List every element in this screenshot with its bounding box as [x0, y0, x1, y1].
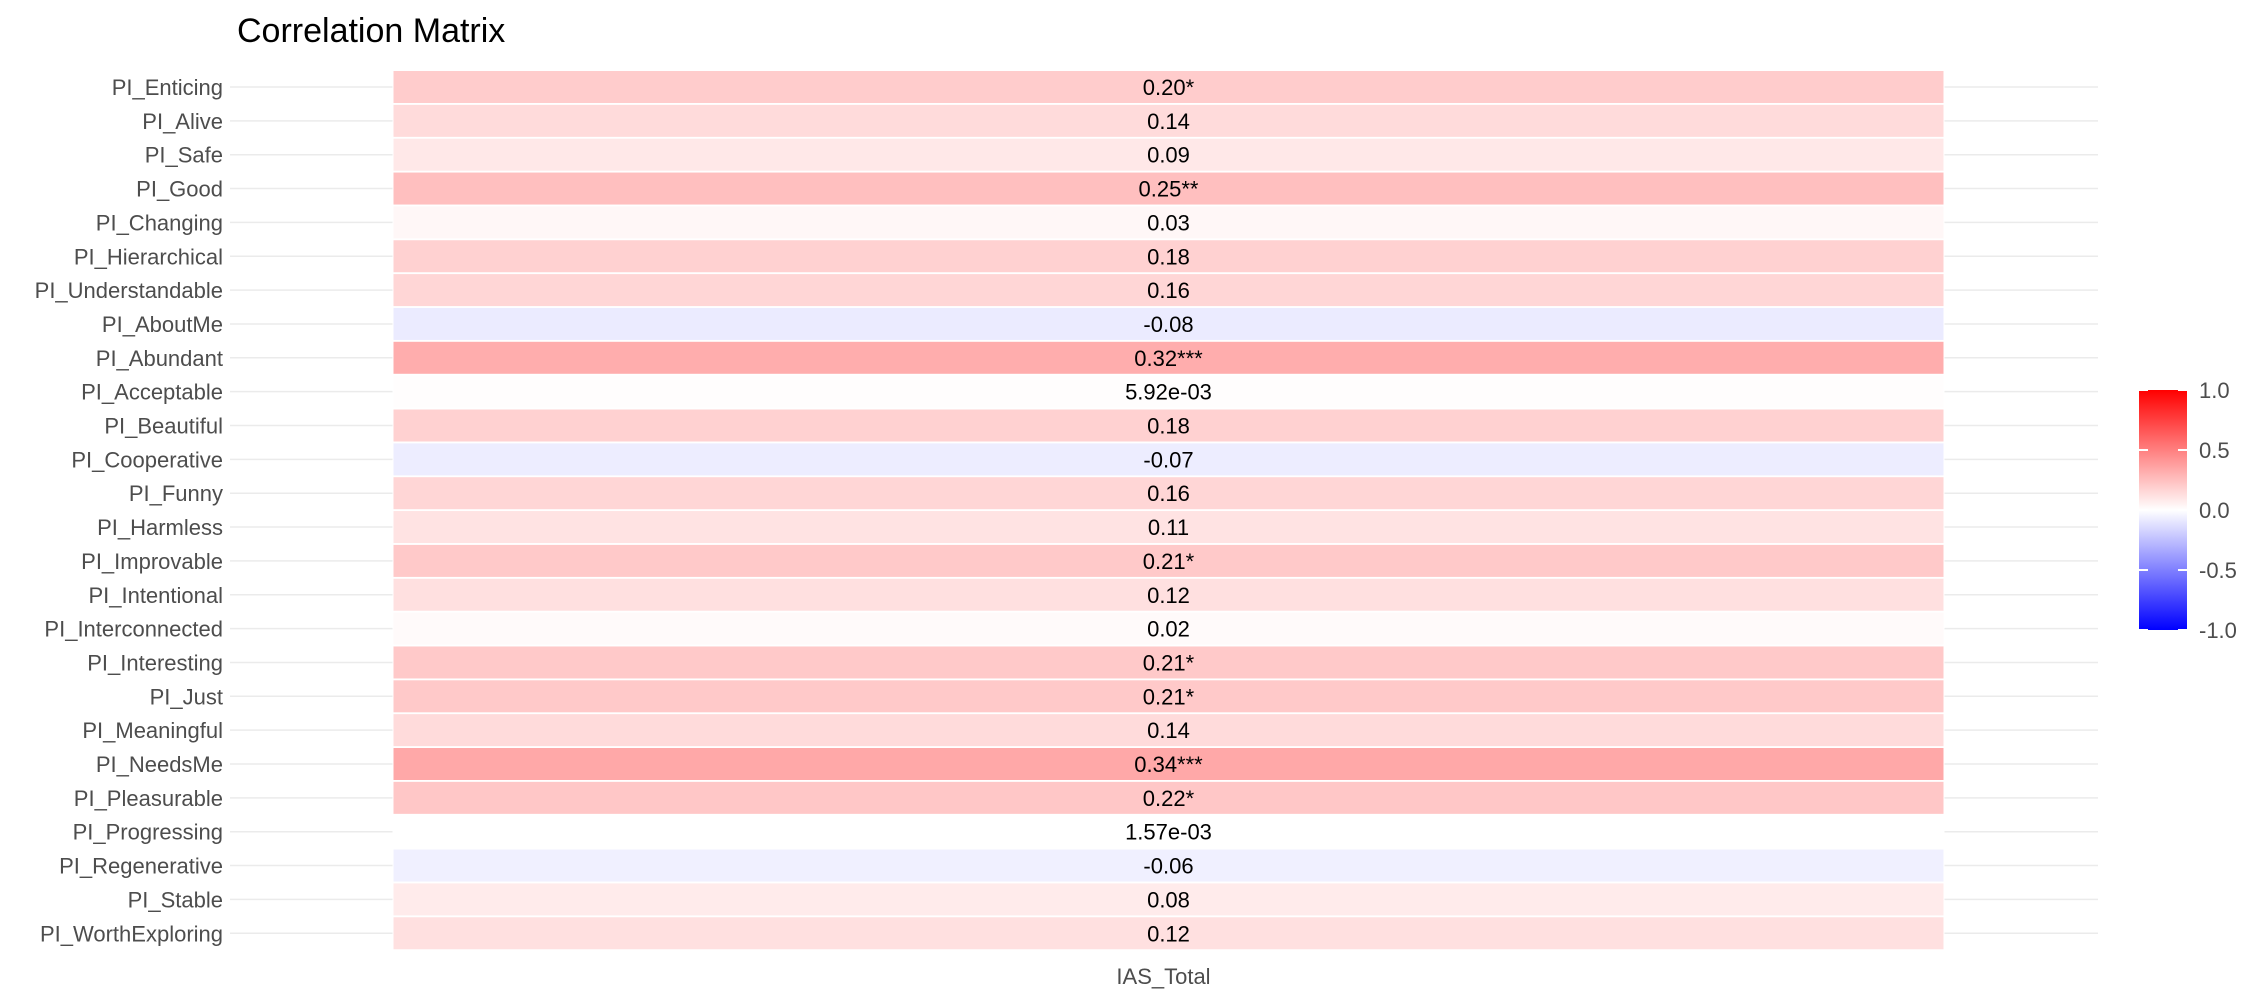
- y-tick-label: PI_NeedsMe: [96, 752, 223, 777]
- heatmap-cell: [392, 577, 1945, 612]
- y-tick-label: PI_Safe: [145, 143, 223, 168]
- legend-label: 0.0: [2199, 498, 2230, 523]
- heatmap-cell: [392, 205, 1945, 240]
- y-tick-label: PI_Meaningful: [82, 718, 223, 743]
- y-tick-label: PI_Changing: [96, 210, 223, 235]
- chart-title: Correlation Matrix: [237, 12, 505, 50]
- color-legend: 1.0 0.5 0.0 -0.5 -1.0: [2139, 378, 2237, 643]
- cell-value-label: 0.34***: [1134, 752, 1203, 777]
- y-tick-labels: PI_Enticing PI_Alive PI_Safe PI_Good PI_Chan…: [35, 75, 223, 946]
- cell-value-label: 0.21*: [1143, 650, 1195, 675]
- legend-label: 0.5: [2199, 438, 2230, 463]
- heatmap-cell: [392, 273, 1945, 308]
- cell-value-label: 0.16: [1147, 481, 1190, 506]
- heatmap-cell: [392, 713, 1945, 748]
- y-tick-label: PI_Pleasurable: [74, 786, 223, 811]
- cell-value-label: 0.08: [1147, 887, 1190, 912]
- legend-label: -1.0: [2199, 618, 2237, 643]
- legend-label: -0.5: [2199, 558, 2237, 583]
- heatmap-cells: 0.20* 0.14 0.09 0.25** 0.03 0.18 0.16 -0.08 0.32…: [392, 70, 1945, 951]
- heatmap-cell: [392, 611, 1945, 646]
- y-tick-label: PI_Regenerative: [59, 854, 223, 879]
- heatmap-cell: [392, 848, 1945, 883]
- y-tick-label: PI_Interconnected: [44, 617, 223, 642]
- y-tick-label: PI_Understandable: [35, 278, 223, 303]
- legend-label: 1.0: [2199, 378, 2230, 403]
- heatmap-cell: [392, 442, 1945, 477]
- heatmap-cell: [392, 916, 1945, 951]
- heatmap-cell: [392, 171, 1945, 206]
- x-tick-label: IAS_Total: [1116, 964, 1210, 989]
- heatmap-cell: [392, 645, 1945, 680]
- heatmap-cell: [392, 408, 1945, 443]
- cell-value-label: 5.92e-03: [1125, 380, 1212, 405]
- heatmap-cell: [392, 306, 1945, 341]
- y-tick-label: PI_Interesting: [87, 650, 223, 675]
- heatmap-cell: [392, 679, 1945, 714]
- cell-value-label: 0.21*: [1143, 549, 1195, 574]
- cell-value-label: 0.14: [1147, 718, 1190, 743]
- y-tick-label: PI_Cooperative: [71, 447, 223, 472]
- cell-value-label: 0.20*: [1143, 75, 1195, 100]
- cell-value-label: 0.22*: [1143, 786, 1195, 811]
- x-tick-labels: IAS_Total: [1116, 964, 1210, 989]
- heatmap-cell: [392, 882, 1945, 917]
- cell-value-label: 0.32***: [1134, 346, 1203, 371]
- y-tick-label: PI_WorthExploring: [40, 921, 223, 946]
- heatmap-cell: [392, 780, 1945, 815]
- cell-value-label: -0.07: [1143, 447, 1193, 472]
- heatmap-cell: [392, 510, 1945, 545]
- cell-value-label: 0.18: [1147, 244, 1190, 269]
- heatmap-cell: [392, 814, 1945, 849]
- cell-value-label: 0.03: [1147, 210, 1190, 235]
- y-tick-label: PI_Enticing: [112, 75, 223, 100]
- heatmap-cell: [392, 340, 1945, 375]
- y-tick-label: PI_Funny: [129, 481, 223, 506]
- cell-value-label: 0.18: [1147, 414, 1190, 439]
- y-tick-label: PI_Intentional: [88, 583, 223, 608]
- y-tick-label: PI_Progressing: [73, 820, 223, 845]
- cell-value-label: 0.16: [1147, 278, 1190, 303]
- y-tick-label: PI_Harmless: [97, 515, 223, 540]
- heatmap-cell: [392, 747, 1945, 781]
- y-tick-label: PI_Acceptable: [81, 380, 223, 405]
- y-tick-label: PI_Just: [150, 684, 223, 709]
- cell-value-label: 0.09: [1147, 143, 1190, 168]
- y-tick-label: PI_AboutMe: [102, 312, 223, 337]
- y-tick-label: PI_Abundant: [96, 346, 223, 371]
- cell-value-label: -0.06: [1143, 854, 1193, 879]
- cell-value-label: 0.02: [1147, 617, 1190, 642]
- heatmap-cell: [392, 476, 1945, 511]
- heatmap-cell: [392, 70, 1945, 104]
- heatmap-cell: [392, 137, 1945, 172]
- cell-value-label: 0.12: [1147, 583, 1190, 608]
- cell-value-label: 0.14: [1147, 109, 1190, 134]
- cell-value-label: 0.12: [1147, 921, 1190, 946]
- y-tick-label: PI_Hierarchical: [74, 244, 223, 269]
- y-tick-label: PI_Alive: [142, 109, 223, 134]
- heatmap-cell: [392, 374, 1945, 409]
- heatmap-cell: [392, 543, 1945, 578]
- heatmap-cell: [392, 239, 1945, 274]
- y-tick-label: PI_Stable: [128, 887, 223, 912]
- y-tick-label: PI_Good: [136, 177, 223, 202]
- cell-value-label: 0.25**: [1139, 177, 1199, 202]
- cell-value-label: 1.57e-03: [1125, 820, 1212, 845]
- cell-value-label: -0.08: [1143, 312, 1193, 337]
- y-tick-label: PI_Beautiful: [104, 414, 223, 439]
- y-tick-label: PI_Improvable: [81, 549, 223, 574]
- heatmap-cell: [392, 103, 1945, 138]
- cell-value-label: 0.21*: [1143, 684, 1195, 709]
- cell-value-label: 0.11: [1148, 515, 1189, 540]
